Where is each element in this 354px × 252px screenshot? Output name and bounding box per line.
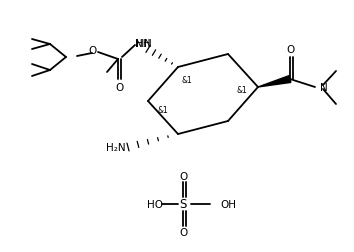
Text: O: O [115, 83, 123, 93]
Text: &1: &1 [182, 75, 193, 84]
Text: H: H [136, 39, 144, 49]
Text: O: O [180, 171, 188, 181]
Text: O: O [180, 227, 188, 237]
Text: &1: &1 [237, 85, 248, 94]
Text: HO: HO [147, 199, 163, 209]
Text: O: O [88, 46, 96, 56]
Text: H₂N: H₂N [106, 142, 126, 152]
Text: NH: NH [135, 39, 151, 49]
Text: &1: &1 [157, 105, 168, 114]
Text: S: S [179, 198, 187, 211]
Polygon shape [258, 76, 291, 88]
Text: OH: OH [220, 199, 236, 209]
Text: N: N [320, 83, 328, 93]
Text: N: N [144, 39, 152, 49]
Text: O: O [287, 45, 295, 55]
